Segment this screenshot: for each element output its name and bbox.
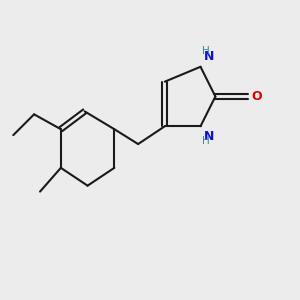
Text: H: H — [202, 46, 210, 56]
Text: N: N — [204, 50, 214, 63]
Text: O: O — [251, 90, 262, 103]
Text: N: N — [204, 130, 214, 143]
Text: H: H — [202, 136, 210, 146]
